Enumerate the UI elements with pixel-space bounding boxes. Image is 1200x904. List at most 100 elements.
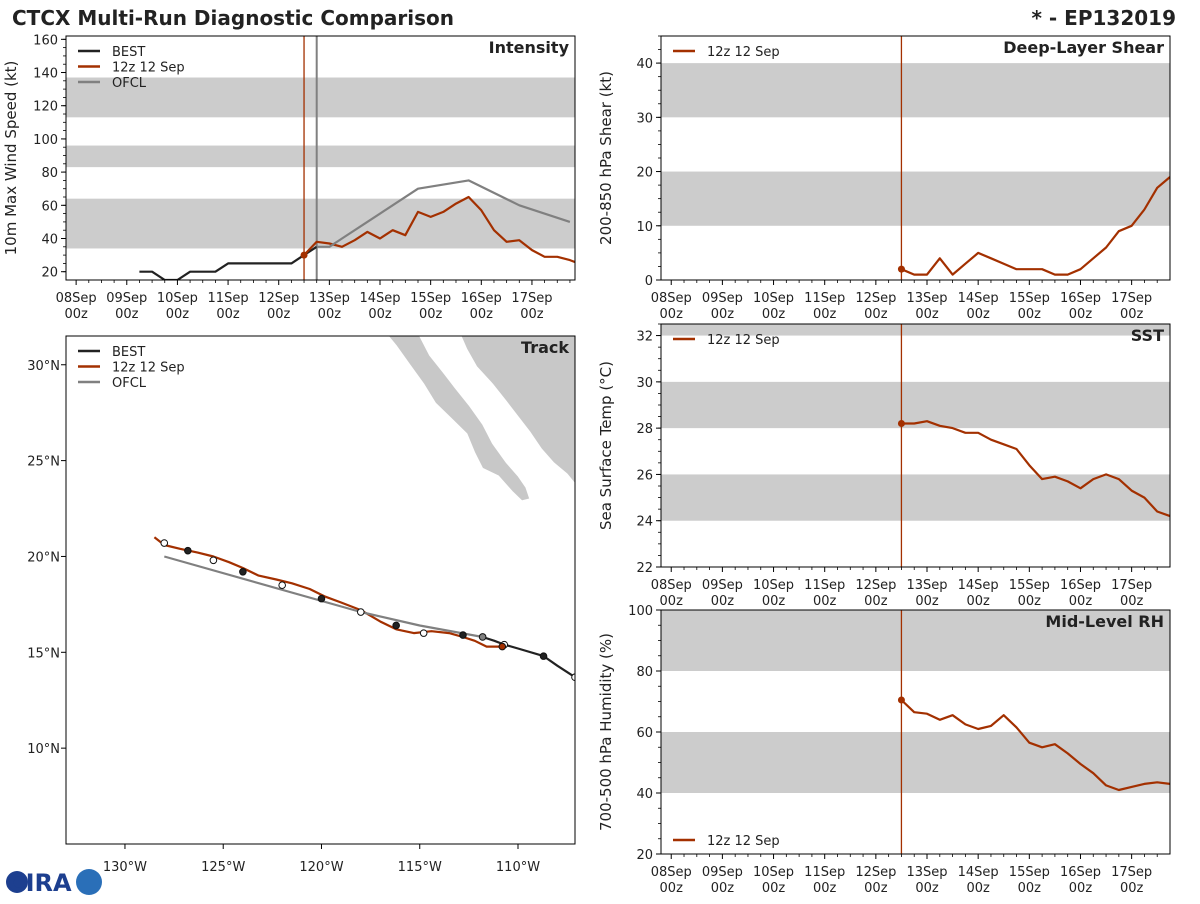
intensity-ytick-label: 60	[41, 199, 58, 214]
shear-frame	[660, 35, 1171, 281]
intensity-xtick-label-hour: 00z	[419, 307, 443, 322]
sst-init-point	[897, 420, 905, 428]
rh-xtick-label-day: 10Sep	[753, 865, 794, 880]
sst-xtick-label-hour: 00z	[762, 594, 786, 609]
shear-xtick-label-day: 10Sep	[753, 291, 794, 306]
rh-xtick-label-day: 17Sep	[1111, 865, 1152, 880]
intensity-frame	[65, 35, 576, 281]
intensity-xtick-label-day: 14Sep	[359, 291, 400, 306]
rh-ytick-label: 100	[628, 604, 653, 619]
track-position-marker	[160, 539, 169, 547]
shear-legend-label: 12z 12 Sep	[707, 45, 780, 60]
rh-panel-title: Mid-Level RH	[1045, 612, 1164, 631]
storm-id: * - EP132019	[1031, 6, 1176, 30]
intensity-shaded-band	[66, 145, 575, 168]
track-position-marker	[539, 652, 548, 660]
shear-xtick-label-day: 15Sep	[1009, 291, 1050, 306]
rh-ylabel: 700-500 hPa Humidity (%)	[597, 633, 615, 831]
sst-ytick-label: 22	[636, 561, 653, 576]
intensity-ytick-label: 40	[41, 233, 58, 248]
shear-ytick-label: 20	[636, 166, 653, 181]
logo-emblem	[76, 869, 102, 895]
rh-panel: 2040608010008Sep00z09Sep00z10Sep00z11Sep…	[597, 604, 1171, 896]
intensity-xtick-label-day: 11Sep	[208, 291, 249, 306]
intensity-xtick-label-day: 15Sep	[410, 291, 451, 306]
sst-xtick-label-day: 15Sep	[1009, 578, 1050, 593]
intensity-xtick-label-day: 17Sep	[511, 291, 552, 306]
sst-series-12z-12-sep	[901, 420, 1170, 518]
rh-ytick-label: 80	[636, 665, 653, 680]
track-ytick-label: 20°N	[27, 550, 60, 565]
track-frame	[65, 335, 576, 845]
sst-xtick-label-day: 12Sep	[855, 578, 896, 593]
shear-ytick-label: 10	[636, 220, 653, 235]
rh-init-point	[897, 696, 905, 704]
intensity-series-12z-12-sep	[303, 195, 575, 264]
track-position-marker	[392, 621, 400, 630]
track-ytick-label: 15°N	[27, 646, 60, 661]
sst-xtick-label-day: 11Sep	[804, 578, 845, 593]
intensity-ytick-label: 160	[33, 33, 58, 48]
track-land	[387, 336, 531, 502]
track-plot-area	[66, 336, 575, 844]
rh-legend-label: 12z 12 Sep	[707, 834, 780, 849]
rh-xtick-label-day: 11Sep	[804, 865, 845, 880]
shear-xtick-label-day: 09Sep	[702, 291, 743, 306]
intensity-xtick-label-day: 10Sep	[157, 291, 198, 306]
sst-xtick-label-hour: 00z	[966, 594, 990, 609]
track-panel: 130°W 125°W 120°W 115°W 110°W 10°N 15°N 20°N 25°…	[27, 335, 576, 875]
rh-ytick-label: 40	[636, 787, 653, 802]
track-ytick-label: 10°N	[27, 742, 60, 757]
rh-xtick-label-hour: 00z	[711, 881, 735, 896]
sst-xtick-label-hour: 00z	[711, 594, 735, 609]
sst-xtick-label-day: 08Sep	[651, 578, 692, 593]
shear-xtick-label-hour: 00z	[711, 307, 735, 322]
intensity-legend-label: OFCL	[112, 76, 147, 91]
shear-xtick-label-hour: 00z	[966, 307, 990, 322]
track-panel-title: Track	[521, 338, 569, 357]
rh-xtick-label-day: 16Sep	[1060, 865, 1101, 880]
sst-xtick-label-hour: 00z	[864, 594, 888, 609]
shear-series-12z-12-sep	[900, 176, 1170, 276]
shear-xtick-label-hour: 00z	[1120, 307, 1144, 322]
track-position-marker	[209, 556, 218, 565]
sst-xtick-label-hour: 00z	[915, 594, 939, 609]
track-position-marker	[278, 581, 286, 590]
logo-text: CIRA	[8, 869, 72, 897]
shear-ytick-label: 40	[636, 57, 653, 72]
sst-plot-area	[661, 324, 1170, 567]
rh-xtick-label-hour: 00z	[966, 881, 990, 896]
sst-shaded-band	[661, 324, 1170, 336]
track-position-marker	[317, 594, 326, 603]
rh-shaded-band	[661, 610, 1170, 671]
shear-shaded-band	[661, 63, 1170, 118]
track-ytick-label: 30°N	[27, 359, 60, 374]
sst-frame	[660, 323, 1171, 568]
shear-shaded-band	[661, 171, 1170, 226]
intensity-legend-label: 12z 12 Sep	[112, 61, 185, 76]
intensity-ytick-label: 20	[41, 266, 58, 281]
intensity-shaded-band	[66, 198, 575, 249]
sst-ytick-label: 26	[636, 468, 653, 483]
sst-xtick-label-day: 14Sep	[958, 578, 999, 593]
track-xtick-label: 120°W	[299, 860, 343, 875]
intensity-ytick-label: 100	[33, 133, 58, 148]
intensity-panel-title: Intensity	[489, 38, 570, 57]
shear-ytick-label: 30	[636, 111, 653, 126]
shear-xtick-label-day: 13Sep	[906, 291, 947, 306]
intensity-init-point	[300, 251, 308, 259]
rh-plot-area	[661, 610, 1170, 854]
track-ytick-label: 25°N	[27, 455, 60, 470]
rh-xtick-label-day: 08Sep	[651, 865, 692, 880]
intensity-xtick-label-hour: 00z	[368, 307, 392, 322]
logo-globe	[6, 871, 28, 893]
intensity-xtick-label-day: 12Sep	[258, 291, 299, 306]
shear-xtick-label-day: 16Sep	[1060, 291, 1101, 306]
shear-ylabel: 200-850 hPa Shear (kt)	[597, 71, 615, 245]
track-position-marker	[459, 631, 467, 639]
track-ocean	[66, 336, 575, 844]
intensity-xtick-label-hour: 00z	[267, 307, 291, 322]
sst-shaded-band	[661, 381, 1170, 429]
